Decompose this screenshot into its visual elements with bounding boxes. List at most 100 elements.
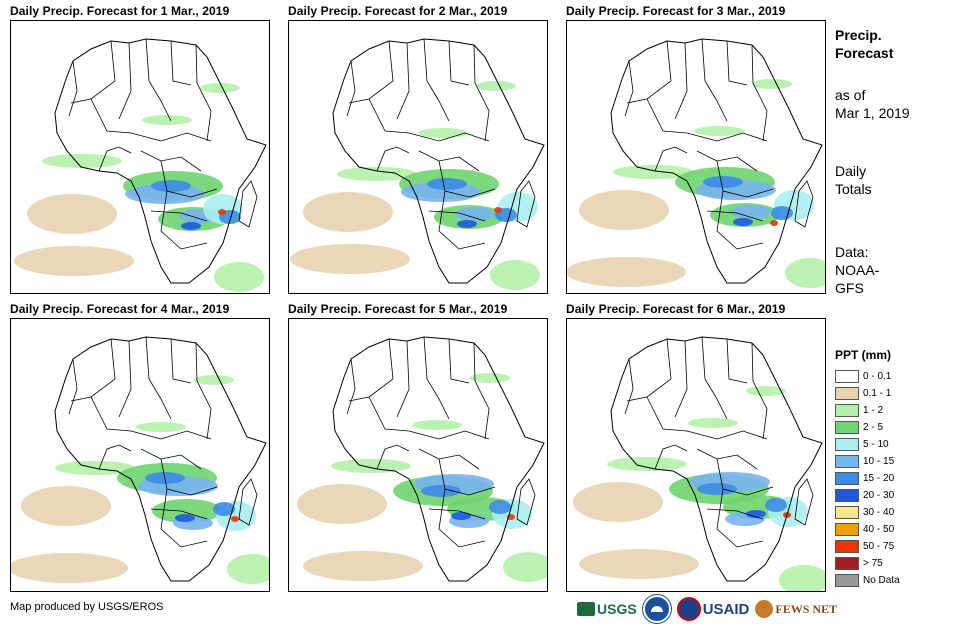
- legend-label: 0.1 - 1: [863, 388, 892, 399]
- totals-line: Daily: [835, 163, 867, 179]
- legend-swatch: [835, 506, 859, 519]
- country-border: [626, 40, 672, 104]
- legend-swatch: [835, 438, 859, 451]
- country-border: [473, 342, 490, 440]
- country-border: [68, 358, 78, 415]
- precip-area: [579, 190, 669, 230]
- madagascar-outline: [794, 180, 814, 228]
- legend-item: 2 - 5: [835, 419, 900, 436]
- precip-area: [451, 512, 471, 520]
- sidebar-totals: Daily Totals: [835, 162, 872, 198]
- precip-area: [142, 115, 192, 125]
- precip-area: [489, 500, 511, 514]
- country-border: [646, 396, 688, 432]
- legend-item: > 75: [835, 555, 900, 572]
- forecast-panel-4: Daily Precip. Forecast for 4 Mar., 2019: [10, 302, 270, 592]
- country-border: [346, 60, 356, 117]
- precip-area: [337, 167, 417, 181]
- legend-label: > 75: [863, 558, 883, 569]
- precip-area: [331, 459, 411, 473]
- country-border: [130, 430, 212, 440]
- country-border: [701, 38, 728, 122]
- country-border: [150, 210, 208, 222]
- sidebar-heading: Precip. Forecast: [835, 26, 893, 62]
- precip-area: [11, 553, 128, 583]
- africa-map: [14, 38, 267, 292]
- legend-item: No Data: [835, 572, 900, 589]
- precip-map: [10, 318, 270, 592]
- legend-item: 15 - 20: [835, 470, 900, 487]
- precip-area: [579, 549, 699, 579]
- precip-area: [181, 222, 201, 230]
- country-border: [145, 336, 172, 420]
- country-border: [716, 160, 774, 198]
- country-border: [674, 42, 688, 120]
- legend-swatch: [835, 370, 859, 383]
- sidebar-asof: as of Mar 1, 2019: [835, 86, 910, 122]
- heading-line: Precip.: [835, 27, 882, 43]
- country-border: [423, 336, 450, 420]
- country-border: [726, 338, 748, 384]
- legend-swatch: [835, 574, 859, 587]
- legend-swatch: [835, 387, 859, 400]
- legend-swatch: [835, 523, 859, 536]
- legend-label: 50 - 75: [863, 541, 895, 552]
- legend-label: No Data: [863, 575, 900, 586]
- country-border: [150, 508, 208, 520]
- precip-area: [418, 128, 468, 138]
- legend-item: 5 - 10: [835, 436, 900, 453]
- precip-area: [490, 260, 540, 290]
- precip-area: [218, 209, 226, 215]
- asof-line: as of: [835, 87, 866, 103]
- country-border: [716, 190, 764, 250]
- precip-area: [613, 165, 693, 179]
- panel-title: Daily Precip. Forecast for 5 Mar., 2019: [288, 302, 508, 316]
- precip-area: [231, 516, 239, 522]
- country-border: [68, 60, 78, 117]
- heading-line: Forecast: [835, 45, 894, 61]
- continent-outline: [54, 38, 267, 284]
- credit-text: Map produced by USGS/EROS: [10, 601, 164, 613]
- madagascar-outline: [516, 478, 536, 526]
- country-border: [368, 98, 410, 134]
- panel-title: Daily Precip. Forecast for 6 Mar., 2019: [566, 302, 786, 316]
- precip-area: [694, 126, 744, 136]
- precip-area: [703, 176, 743, 188]
- precip-area: [470, 373, 510, 383]
- precip-area: [427, 178, 467, 190]
- fewsnet-logo-text: FEWS NET: [775, 601, 838, 616]
- precip-area: [697, 483, 737, 495]
- panel-title: Daily Precip. Forecast for 1 Mar., 2019: [10, 4, 230, 18]
- precip-area: [607, 457, 687, 471]
- precip-area: [503, 552, 547, 582]
- country-border: [348, 40, 394, 104]
- country-border: [624, 60, 634, 117]
- continent-outline: [610, 336, 823, 582]
- precip-area: [136, 422, 186, 432]
- country-border: [98, 146, 132, 172]
- precip-area: [733, 218, 753, 226]
- country-border: [368, 396, 410, 432]
- country-border: [160, 488, 208, 548]
- country-border: [751, 342, 768, 440]
- precip-area: [297, 484, 387, 524]
- precip-area: [573, 482, 663, 522]
- precip-area: [42, 154, 122, 168]
- legend-swatch: [835, 472, 859, 485]
- legend-title: PPT (mm): [835, 348, 892, 362]
- country-border: [396, 340, 410, 418]
- africa-map: [573, 336, 825, 591]
- precip-map: [566, 318, 826, 592]
- precip-area: [152, 499, 222, 523]
- country-border: [674, 340, 688, 418]
- precip-area: [688, 418, 738, 428]
- country-border: [706, 508, 764, 520]
- precip-area: [746, 386, 786, 396]
- country-border: [346, 358, 356, 415]
- data-line: GFS: [835, 280, 864, 296]
- sidebar-data-source: Data: NOAA- GFS: [835, 243, 879, 297]
- precip-area: [27, 194, 117, 234]
- precip-area: [200, 83, 240, 93]
- country-border: [686, 132, 768, 142]
- country-border: [751, 44, 768, 142]
